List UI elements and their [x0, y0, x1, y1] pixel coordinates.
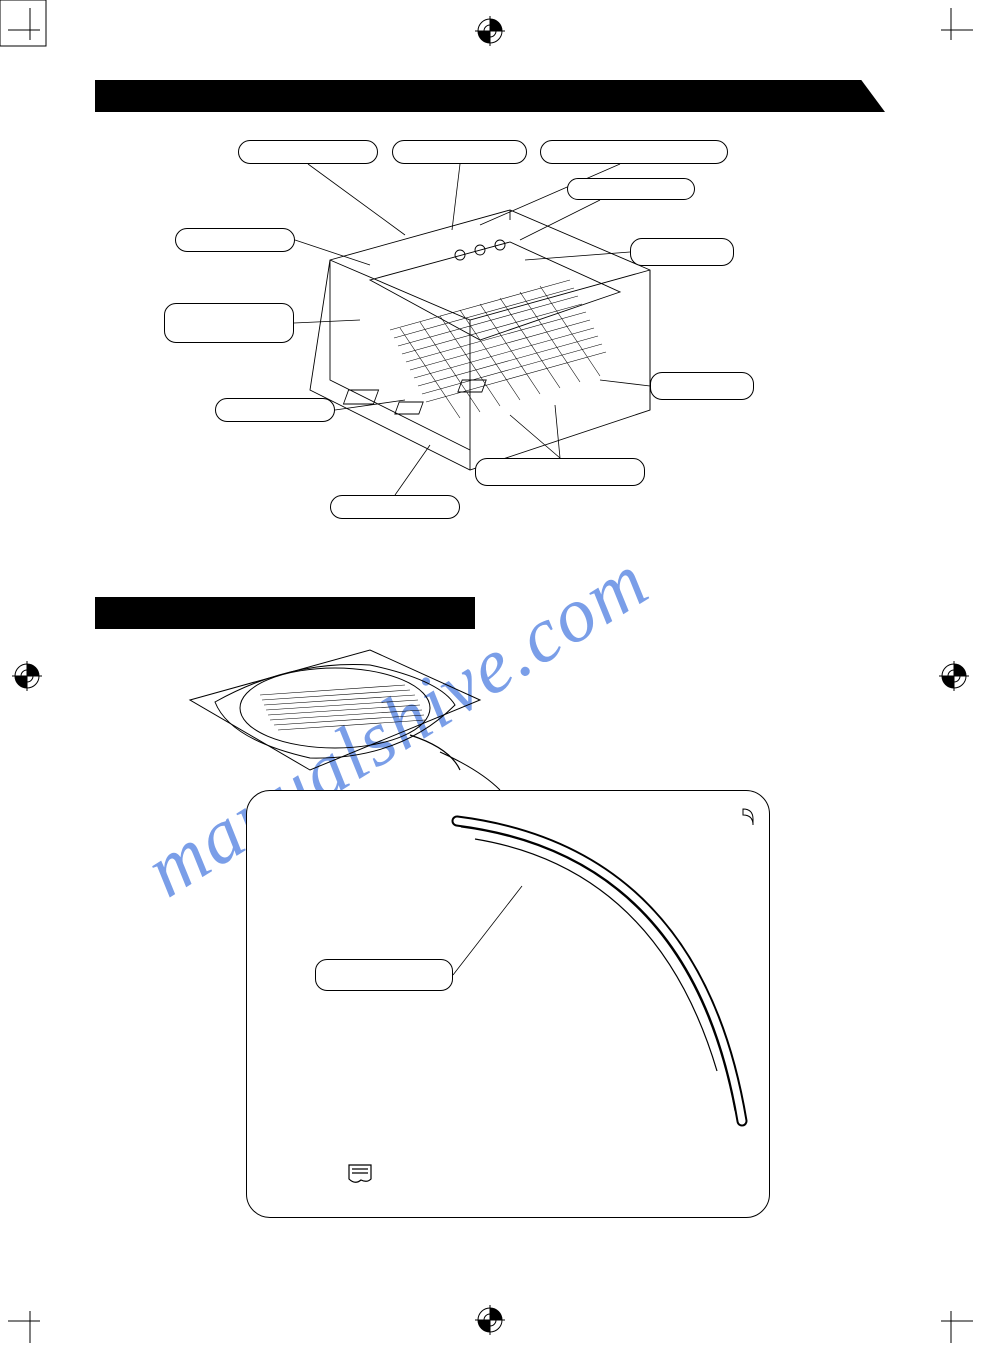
panel-to-detail-connector	[0, 0, 981, 820]
registration-mark-bottom	[471, 1301, 509, 1339]
detail-curve	[247, 791, 771, 1219]
detail-frame	[246, 790, 770, 1218]
detail-callout	[315, 959, 453, 991]
